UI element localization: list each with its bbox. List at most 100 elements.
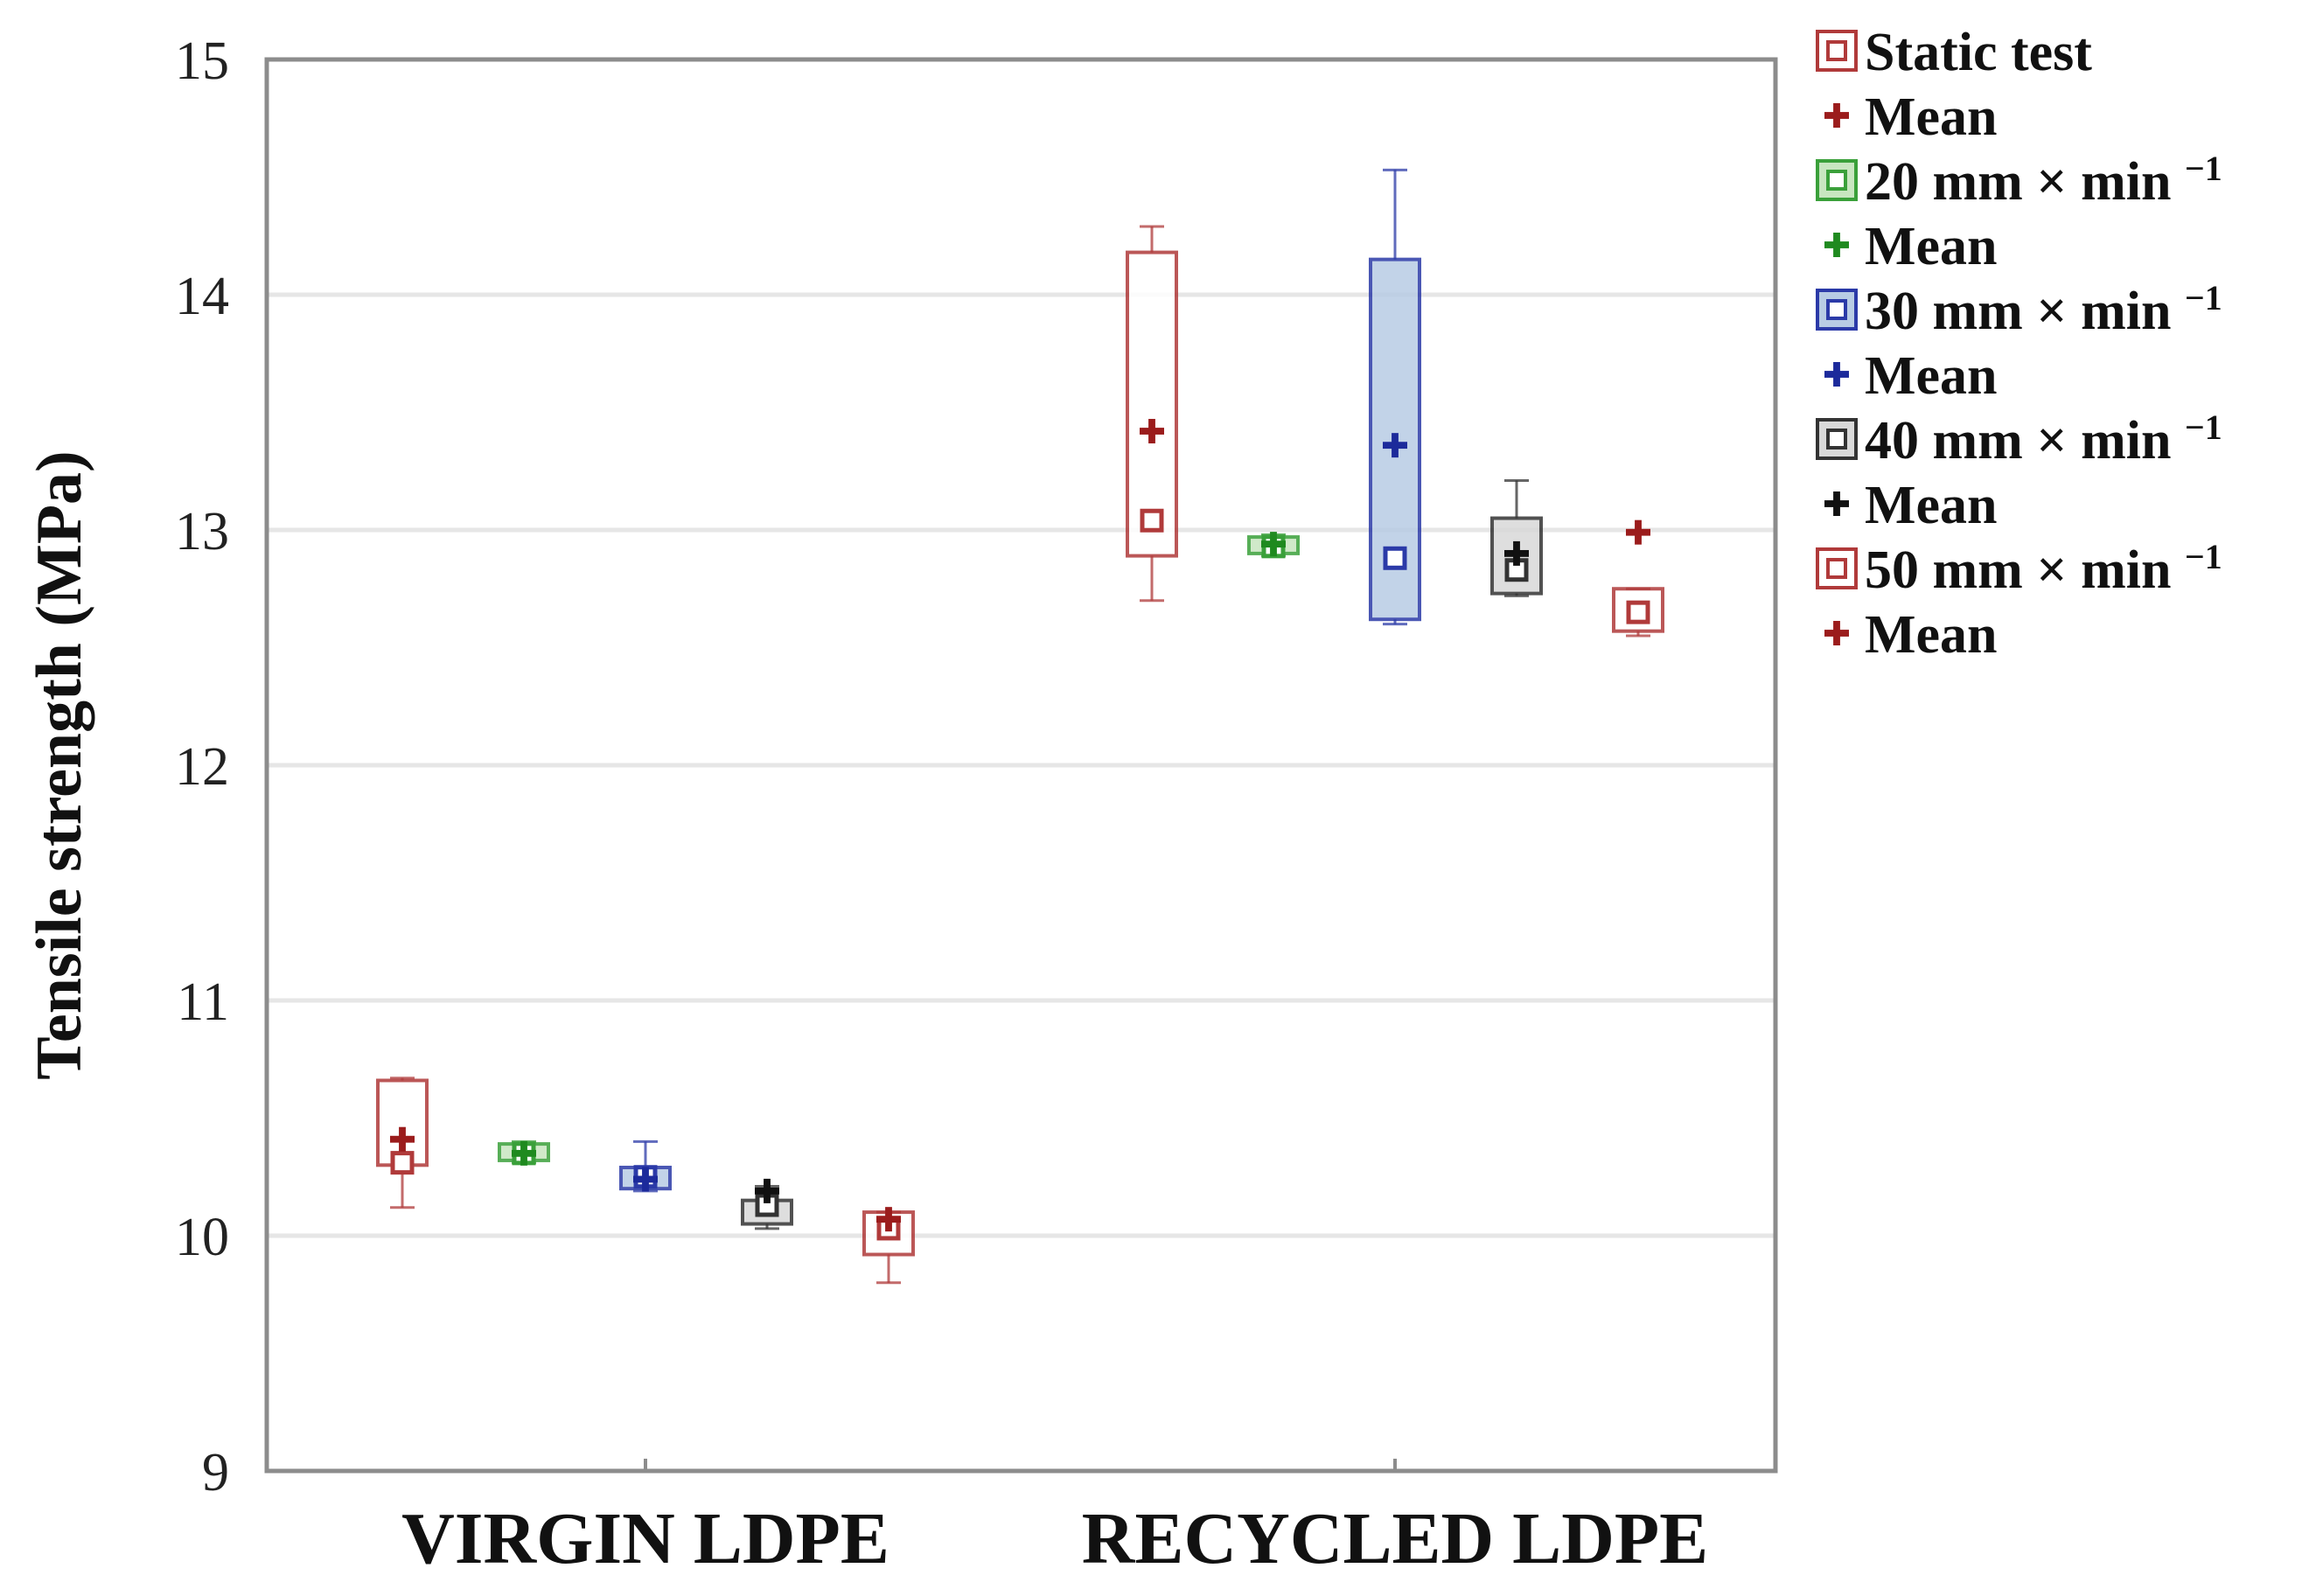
legend-mean-label: Mean xyxy=(1865,605,1998,665)
y-tick-label: 12 xyxy=(175,737,229,797)
median-marker xyxy=(1383,546,1407,570)
series-4 xyxy=(741,479,1543,1230)
legend-label: 40 mm × min −1 xyxy=(1865,408,2222,470)
median-marker xyxy=(390,1151,415,1175)
x-category-label: VIRGIN LDPE xyxy=(401,1498,889,1579)
legend-label-sup: −1 xyxy=(2185,278,2222,317)
mean-marker xyxy=(1626,519,1650,545)
legend-mean-icon xyxy=(1824,103,1849,128)
x-category-label: RECYCLED LDPE xyxy=(1082,1498,1708,1579)
box-2-virgin xyxy=(498,1140,550,1166)
mean-marker xyxy=(755,1178,779,1203)
legend-mean-label: Mean xyxy=(1865,476,1998,535)
plus-v xyxy=(1513,540,1520,566)
plus-v xyxy=(1833,103,1840,128)
legend-mean-icon xyxy=(1824,362,1849,387)
mean-marker xyxy=(1261,532,1286,557)
legend-label-text: 20 mm × min xyxy=(1865,152,2185,212)
legend-label: 20 mm × min −1 xyxy=(1865,149,2222,212)
box-2-recycled xyxy=(1247,532,1300,559)
plus-v xyxy=(1270,532,1277,557)
box-5-recycled xyxy=(1612,519,1664,638)
mean-marker xyxy=(390,1126,415,1152)
legend-label-text: 40 mm × min xyxy=(1865,411,2185,470)
legend-item-mean-1: Mean xyxy=(1824,87,1998,147)
legend-label: Static test xyxy=(1865,23,2092,82)
legend-item-mean-4: Mean xyxy=(1824,476,1998,535)
mean-marker xyxy=(1504,540,1529,566)
plus-v xyxy=(1833,362,1840,387)
series-2 xyxy=(498,532,1300,1166)
plus-v xyxy=(642,1167,649,1192)
legend-item-series-3: 30 mm × min −1 xyxy=(1816,278,2222,341)
box-1-recycled xyxy=(1126,225,1178,603)
plus-v xyxy=(1392,433,1399,458)
legend-label: 30 mm × min −1 xyxy=(1865,278,2222,341)
y-tick-label: 9 xyxy=(202,1443,229,1502)
legend-mean-label: Mean xyxy=(1865,217,1998,276)
plus-v xyxy=(520,1140,527,1166)
series-1 xyxy=(376,225,1178,1209)
grid-lines xyxy=(267,292,1775,1238)
legend-mean-icon xyxy=(1824,621,1849,645)
legend-label: 50 mm × min −1 xyxy=(1865,537,2222,600)
box-4-recycled xyxy=(1490,479,1543,597)
plus-v xyxy=(1833,491,1840,516)
mean-marker xyxy=(633,1167,658,1192)
y-tick-label: 10 xyxy=(175,1208,229,1267)
legend-label-sup: −1 xyxy=(2185,408,2222,447)
mean-marker xyxy=(876,1207,901,1232)
legend-item-series-2: 20 mm × min −1 xyxy=(1816,149,2222,212)
plus-v xyxy=(1635,519,1642,545)
series-5 xyxy=(862,519,1664,1285)
plus-v xyxy=(885,1207,892,1232)
legend-mean-icon xyxy=(1824,233,1849,257)
plus-v xyxy=(1833,621,1840,645)
legend-label-text: 50 mm × min xyxy=(1865,540,2185,600)
legend-item-mean-3: Mean xyxy=(1824,346,1998,406)
legend-swatch-inner xyxy=(1826,299,1847,320)
mean-marker xyxy=(512,1140,536,1166)
series-3 xyxy=(619,168,1421,1193)
y-tick-label: 13 xyxy=(175,502,229,561)
plus-v xyxy=(1833,233,1840,257)
legend-item-mean-2: Mean xyxy=(1824,217,1998,276)
legend-label-sup: −1 xyxy=(2185,537,2222,576)
legend-swatch-inner xyxy=(1826,429,1847,450)
legend-swatch-inner xyxy=(1826,170,1847,191)
median-marker xyxy=(1626,600,1650,624)
legend-swatch xyxy=(1816,418,1858,460)
y-axis-ticks: 9 10 11 12 13 14 15 xyxy=(175,31,229,1502)
legend-item-mean-5: Mean xyxy=(1824,605,1998,665)
box-4-virgin xyxy=(741,1178,793,1230)
y-tick-label: 11 xyxy=(177,972,229,1032)
y-axis-title: Tensile strength (MPa) xyxy=(24,450,95,1079)
box-5-virgin xyxy=(862,1207,915,1285)
legend-mean-label: Mean xyxy=(1865,346,1998,406)
box-1-virgin xyxy=(376,1077,429,1209)
mean-marker xyxy=(1140,419,1164,444)
box-iqr xyxy=(1126,250,1178,558)
legend-swatch-inner xyxy=(1826,40,1847,61)
legend-item-series-4: 40 mm × min −1 xyxy=(1816,408,2222,470)
box-3-recycled xyxy=(1369,168,1421,626)
legend-label-text: Static test xyxy=(1865,23,2092,82)
legend-mean-icon xyxy=(1824,491,1849,516)
legend-item-series-5: 50 mm × min −1 xyxy=(1816,537,2222,600)
mean-marker xyxy=(1383,433,1407,458)
median-marker xyxy=(1140,508,1164,533)
legend-label-sup: −1 xyxy=(2185,149,2222,188)
legend-mean-label: Mean xyxy=(1865,87,1998,147)
plus-v xyxy=(1148,419,1155,444)
box-3-virgin xyxy=(619,1140,672,1193)
y-tick-label: 15 xyxy=(175,31,229,91)
x-axis-categories: VIRGIN LDPE RECYCLED LDPE xyxy=(401,1459,1708,1579)
box-series xyxy=(376,168,1664,1285)
plot-area-frame xyxy=(264,57,1778,1474)
legend-item-series-1: Static test xyxy=(1816,23,2092,82)
legend-swatch-inner xyxy=(1826,558,1847,579)
plus-v xyxy=(399,1126,406,1152)
plus-v xyxy=(764,1178,771,1203)
legend-label-text: 30 mm × min xyxy=(1865,282,2185,341)
